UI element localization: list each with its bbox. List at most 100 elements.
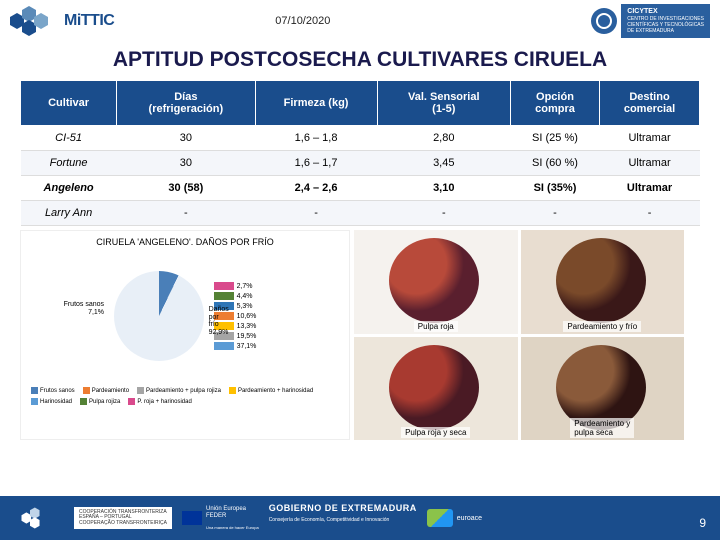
org-text: CICYTEX CENTRO DE INVESTIGACIONES CIENTÍ… (621, 4, 710, 38)
plum-photo: Pardeamiento y pulpa seca (521, 337, 685, 441)
bar-pct: 13,3% (237, 323, 257, 330)
table-body: CI-51301,6 – 1,82,80SI (25 %)UltramarFor… (21, 126, 700, 226)
legend-item: Harinosidad (31, 398, 72, 405)
plum-photo: Pulpa roja y seca (354, 337, 518, 441)
bar-pct: 2,7% (237, 283, 253, 290)
pie-label-damage: Daños por frío 92,9% (209, 306, 229, 337)
footer: COOPERACIÓN TRANSFRONTERIZA ESPAÑA – POR… (0, 496, 720, 540)
table-cell: 1,6 – 1,7 (255, 151, 377, 176)
table-cell: - (510, 201, 599, 226)
table-cell: 3,10 (377, 176, 510, 201)
table-cell: SI (35%) (510, 176, 599, 201)
plum-photo: Pardeamiento y frío (521, 230, 685, 334)
table-cell: Fortune (21, 151, 117, 176)
table-cell: 2,80 (377, 126, 510, 151)
table-cell: - (377, 201, 510, 226)
table-cell: Ultramar (600, 176, 700, 201)
photo-label: Pardeamiento y pulpa seca (570, 418, 634, 438)
legend-swatch (128, 398, 135, 405)
header: MiTTIC 07/10/2020 CICYTEX CENTRO DE INVE… (0, 0, 720, 42)
bar-row: 4,4% (214, 292, 257, 300)
footer-hex-icon (14, 503, 64, 533)
table-row: Fortune301,6 – 1,73,45SI (60 %)Ultramar (21, 151, 700, 176)
table-cell: 30 (117, 151, 255, 176)
bar-pct: 37,1% (237, 343, 257, 350)
table-cell: Larry Ann (21, 201, 117, 226)
legend-swatch (229, 387, 236, 394)
legend-label: Pardeamiento (92, 388, 129, 394)
bar-row: 37,1% (214, 342, 257, 350)
legend-item: Pardeamiento + harinosidad (229, 387, 313, 394)
chart-title: CIRUELA 'ANGELENO'. DAÑOS POR FRÍO (27, 237, 343, 247)
bar-row: 2,7% (214, 282, 257, 290)
legend-item: Pardeamiento + pulpa rojiza (137, 387, 221, 394)
table-cell: - (117, 201, 255, 226)
table-cell: 1,6 – 1,8 (255, 126, 377, 151)
bar-chip (214, 292, 234, 300)
bar-chip (214, 342, 234, 350)
photo-label: Pulpa roja (414, 321, 458, 332)
table-header-cell: Destino comercial (600, 81, 700, 126)
cicytex-icon (591, 8, 617, 34)
images-row: CIRUELA 'ANGELENO'. DAÑOS POR FRÍO Fruto… (20, 230, 700, 440)
table-cell: - (600, 201, 700, 226)
table-cell: Angeleno (21, 176, 117, 201)
pie-label-healthy: Frutos sanos 7,1% (64, 301, 104, 316)
pie-chart (114, 271, 204, 361)
table-cell: Ultramar (600, 126, 700, 151)
header-date: 07/10/2020 (275, 15, 330, 27)
legend-label: Pardeamiento + harinosidad (238, 388, 313, 394)
legend-item: P. roja + harinosidad (128, 398, 191, 405)
legend-item: Pulpa rojiza (80, 398, 120, 405)
euroace-block: euroace (427, 503, 482, 533)
page-number: 9 (699, 516, 706, 530)
chart-legend: Frutos sanos Pardeamiento Pardeamiento + p… (27, 387, 343, 405)
pie-area: Frutos sanos 7,1% Daños por frío 92,9% 2… (27, 251, 343, 381)
legend-label: P. roja + harinosidad (137, 399, 191, 405)
table-header-cell: Firmeza (kg) (255, 81, 377, 126)
table-cell: 2,4 – 2,6 (255, 176, 377, 201)
bar-chip (214, 282, 234, 290)
table-header-cell: Opción compra (510, 81, 599, 126)
photo-label: Pulpa roja y seca (401, 427, 470, 438)
legend-label: Pulpa rojiza (89, 399, 120, 405)
brand-text: MiTTIC (64, 12, 114, 30)
bar-pct: 4,4% (237, 293, 253, 300)
page-title: APTITUD POSTCOSECHA CULTIVARES CIRUELA (0, 42, 720, 80)
table-header-row: CultivarDías (refrigeración)Firmeza (kg)… (21, 81, 700, 126)
legend-label: Frutos sanos (40, 388, 75, 394)
table-row: Larry Ann----- (21, 201, 700, 226)
legend-item: Frutos sanos (31, 387, 75, 394)
photo-label: Pardeamiento y frío (563, 321, 641, 332)
table-header-cell: Val. Sensorial (1-5) (377, 81, 510, 126)
eu-flag-icon (182, 511, 202, 525)
cultivar-table: CultivarDías (refrigeración)Firmeza (kg)… (20, 80, 700, 226)
table-cell: 30 (117, 126, 255, 151)
brand-logo: MiTTIC (10, 6, 114, 36)
table-cell: - (255, 201, 377, 226)
damage-chart: CIRUELA 'ANGELENO'. DAÑOS POR FRÍO Fruto… (20, 230, 350, 440)
table-cell: Ultramar (600, 151, 700, 176)
plum-photo: Pulpa roja (354, 230, 518, 334)
legend-label: Pardeamiento + pulpa rojiza (146, 388, 221, 394)
table-cell: 30 (58) (117, 176, 255, 201)
hex-icon (10, 6, 60, 36)
photo-panel: Pulpa roja Pardeamiento y frío Pulpa roja … (354, 230, 684, 440)
table-cell: CI-51 (21, 126, 117, 151)
gobex-block: GOBIERNO DE EXTREMADURA Consejería de Ec… (269, 503, 417, 533)
legend-swatch (83, 387, 90, 394)
legend-swatch (137, 387, 144, 394)
bar-pct: 19,5% (237, 333, 257, 340)
table-row: Angeleno30 (58)2,4 – 2,63,10SI (35%)Ultr… (21, 176, 700, 201)
coop-block: COOPERACIÓN TRANSFRONTERIZA ESPAÑA – POR… (74, 507, 172, 530)
legend-swatch (31, 387, 38, 394)
table-row: CI-51301,6 – 1,82,80SI (25 %)Ultramar (21, 126, 700, 151)
table-cell: SI (25 %) (510, 126, 599, 151)
table-header-cell: Cultivar (21, 81, 117, 126)
table-cell: 3,45 (377, 151, 510, 176)
legend-swatch (80, 398, 87, 405)
legend-swatch (31, 398, 38, 405)
table-header-cell: Días (refrigeración) (117, 81, 255, 126)
eu-block: Unión Europea FEDER Una manera de hacer … (182, 503, 259, 533)
legend-item: Pardeamiento (83, 387, 129, 394)
